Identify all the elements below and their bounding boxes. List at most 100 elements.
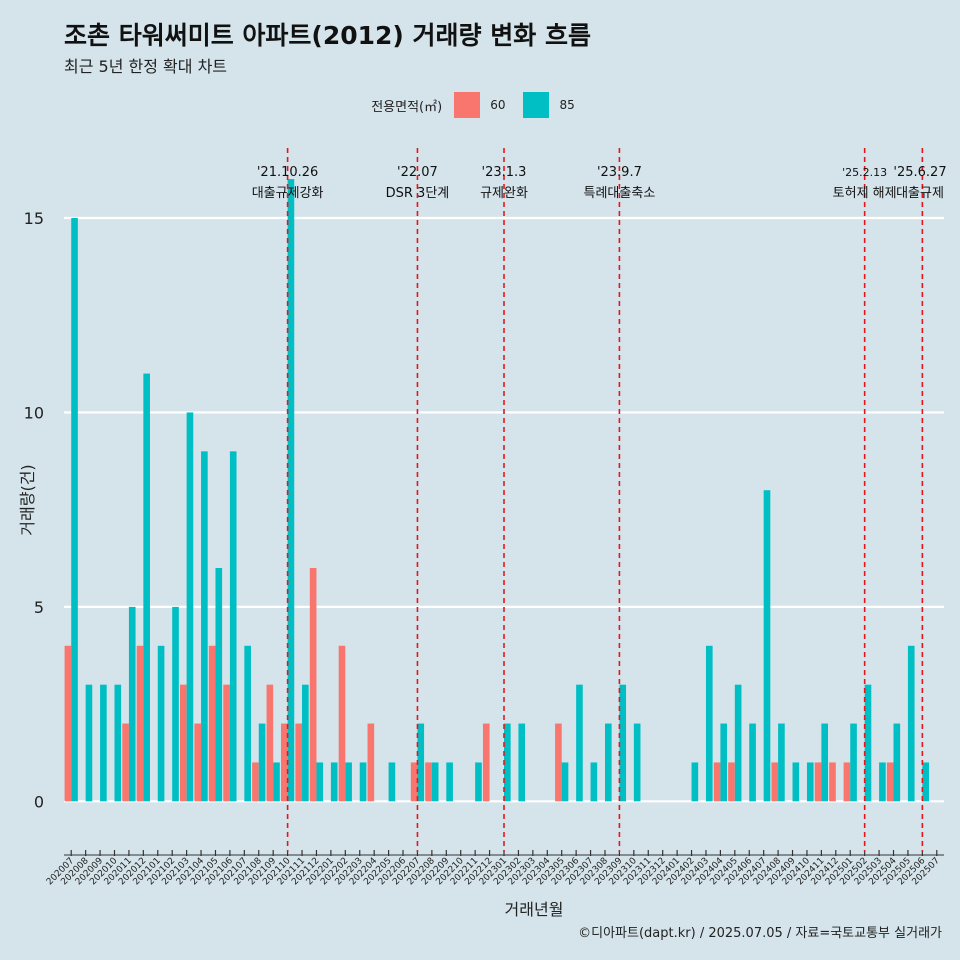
bar-85-202310 — [633, 723, 641, 802]
bar-85-202305 — [561, 762, 569, 802]
bar-85-202211 — [475, 762, 482, 802]
source-caption: ©디아파트(dapt.kr) / 2025.07.05 / 자료=국토교통부 실… — [578, 926, 942, 941]
bar-85-202408 — [778, 723, 785, 802]
event-date-202207: '22.07 — [397, 165, 438, 180]
bar-60-202405 — [728, 762, 735, 802]
event-label-202309: 특례대출축소 — [584, 186, 656, 201]
y-tick-label-15: 15 — [24, 209, 44, 228]
event-label-202301: 규제완화 — [480, 186, 528, 201]
event-date-202301: '23.1.3 — [482, 165, 527, 180]
bar-60-202208 — [425, 762, 432, 802]
bar-60-202404 — [713, 762, 721, 802]
bar-85-202410 — [806, 762, 814, 802]
legend-title: 전용면적(㎡) — [371, 99, 443, 115]
bar-60-202305 — [555, 723, 562, 802]
bar-85-202207 — [417, 723, 425, 802]
bar-85-202502 — [864, 684, 872, 802]
bar-60-202504 — [886, 762, 894, 802]
legend-swatch-60 — [454, 92, 481, 118]
bar-85-202503 — [879, 762, 886, 802]
bar-85-202112 — [316, 762, 324, 802]
y-axis-title: 거래량(건) — [18, 464, 37, 535]
bar-60-202105 — [208, 645, 216, 802]
chart-title: 조촌 타워써미트 아파트(2012) 거래량 변화 흐름 — [64, 21, 591, 50]
bar-85-202105 — [215, 568, 223, 802]
event-label-202502: 토허제 해제 — [833, 186, 897, 201]
bar-60-202204 — [367, 723, 375, 802]
y-tick-label-5: 5 — [34, 598, 44, 617]
bar-85-202307 — [590, 762, 598, 802]
bar-60-202106 — [223, 684, 230, 802]
bar-60-202007 — [64, 645, 72, 802]
bar-85-202010 — [114, 684, 122, 802]
bar-85-202409 — [792, 762, 800, 802]
bar-85-202108 — [258, 723, 266, 802]
bar-85-202208 — [431, 762, 439, 802]
bar-85-202309 — [619, 684, 627, 802]
bar-85-202407 — [763, 490, 771, 802]
event-label-202506: 대출규제 — [896, 186, 944, 201]
legend-label-60: 60 — [490, 98, 506, 112]
bar-85-202202 — [345, 762, 352, 802]
bar-60-202109 — [266, 684, 274, 802]
bar-60-202108 — [252, 762, 259, 802]
bar-85-202106 — [229, 451, 237, 802]
x-axis-title: 거래년월 — [505, 900, 564, 919]
bar-85-202109 — [273, 762, 280, 802]
bar-85-202403 — [705, 645, 713, 802]
bar-85-202209 — [446, 762, 453, 802]
event-date-202502: '25.2.13 — [842, 166, 887, 179]
bar-85-202205 — [388, 762, 396, 802]
bar-85-202007 — [71, 218, 78, 802]
bar-85-202011 — [128, 606, 136, 802]
bar-60-202104 — [194, 723, 202, 802]
bar-85-202306 — [576, 684, 583, 802]
bar-85-202012 — [143, 373, 150, 802]
bar-85-202302 — [518, 723, 526, 802]
bar-85-202505 — [907, 645, 915, 802]
bar-60-202411 — [814, 762, 822, 802]
bar-85-202203 — [359, 762, 367, 802]
y-tick-label-10: 10 — [24, 403, 44, 422]
bar-60-202103 — [179, 684, 187, 802]
bar-85-202405 — [734, 684, 742, 802]
bar-85-202504 — [893, 723, 901, 802]
bar-60-202212 — [482, 723, 490, 802]
bar-60-202111 — [295, 723, 303, 802]
event-label-202110: 대출규제강화 — [252, 186, 324, 201]
bar-60-202202 — [338, 645, 346, 802]
bar-85-202107 — [244, 645, 251, 802]
bar-85-202506 — [922, 762, 929, 802]
event-date-202309: '23.9.7 — [597, 165, 642, 180]
chart-subtitle: 최근 5년 한정 확대 차트 — [64, 57, 228, 76]
bar-60-202207 — [410, 762, 418, 802]
legend-swatch-85 — [523, 92, 550, 118]
bar-85-202101 — [157, 645, 165, 802]
bar-85-202402 — [691, 762, 699, 802]
event-date-202506: '25.6.27 — [893, 165, 946, 180]
bar-60-202112 — [309, 568, 317, 802]
bar-60-202110 — [280, 723, 288, 802]
bar-85-202411 — [821, 723, 829, 802]
bar-85-202406 — [749, 723, 756, 802]
bar-85-202104 — [201, 451, 208, 802]
y-tick-label-0: 0 — [34, 792, 44, 811]
bar-85-202102 — [172, 606, 179, 802]
bar-85-202404 — [720, 723, 728, 802]
event-date-202110: '21.10.26 — [257, 165, 318, 180]
bar-85-202201 — [330, 762, 338, 802]
bar-85-202009 — [100, 684, 107, 802]
event-label-202207: DSR 3단계 — [386, 186, 450, 201]
bar-85-202111 — [302, 684, 309, 802]
bar-60-202412 — [829, 762, 836, 802]
bar-85-202110 — [287, 179, 295, 802]
bar-60-202011 — [122, 723, 129, 802]
bar-85-202308 — [604, 723, 612, 802]
bar-60-202012 — [136, 645, 144, 802]
legend-label-85: 85 — [559, 98, 575, 112]
bar-85-202301 — [504, 723, 511, 802]
bar-60-202408 — [771, 762, 779, 802]
bar-85-202008 — [85, 684, 93, 802]
bar-85-202501 — [850, 723, 857, 802]
